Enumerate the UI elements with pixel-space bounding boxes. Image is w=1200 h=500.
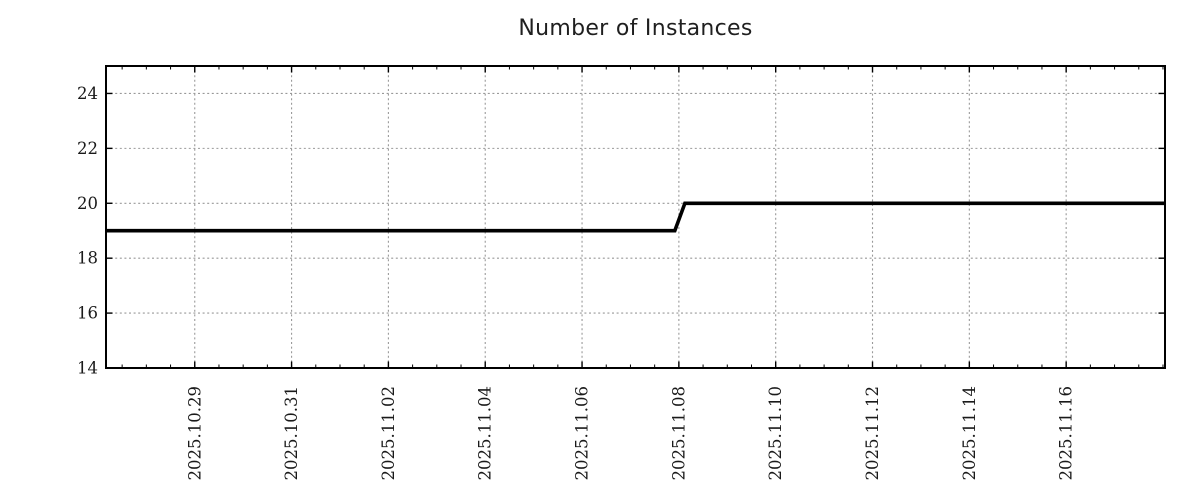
y-tick-label: 20 [77, 194, 98, 213]
x-tick-label: 2025.11.14 [960, 386, 979, 480]
y-tick-label: 14 [77, 359, 98, 378]
y-tick-label: 22 [77, 139, 98, 158]
y-tick-label: 16 [77, 304, 98, 323]
x-tick-label: 2025.11.02 [379, 386, 398, 480]
x-tick-label: 2025.11.16 [1057, 386, 1076, 480]
y-tick-label: 18 [77, 249, 98, 268]
x-tick-label: 2025.11.12 [863, 386, 882, 480]
x-tick-label: 2025.11.08 [669, 386, 688, 480]
plot-border [105, 65, 1166, 369]
x-tick-label: 2025.10.29 [185, 386, 204, 480]
data-line [106, 201, 1165, 233]
x-tick-label: 2025.11.10 [766, 386, 785, 480]
x-tick-label: 2025.11.06 [573, 386, 592, 480]
x-tick-label: 2025.10.31 [282, 386, 301, 480]
x-tick-label: 2025.11.04 [476, 386, 495, 480]
y-tick-label: 24 [77, 84, 98, 103]
chart-title: Number of Instances [518, 16, 753, 41]
